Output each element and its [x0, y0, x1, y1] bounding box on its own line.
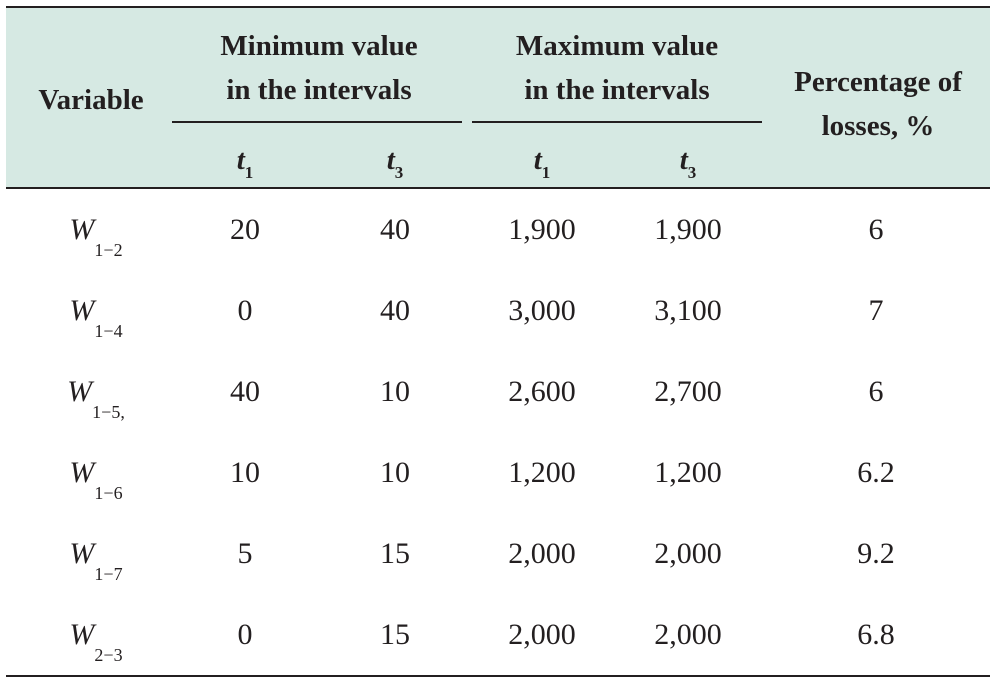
- table-row: W1−5, 40 10 2,600 2,700 6: [6, 351, 990, 432]
- cell-min-t3: 40: [380, 294, 410, 327]
- table-header: Variable Minimum value in the intervals …: [6, 6, 990, 189]
- header-minimum-group: Minimum value in the intervals: [174, 24, 464, 112]
- cell-percentage: 7: [868, 294, 884, 327]
- subheader-min-t1: t1: [236, 144, 254, 182]
- header-percentage-line-1: Percentage of: [794, 66, 962, 98]
- cell-min-t1: 20: [230, 213, 260, 246]
- cell-variable: W1−2: [69, 213, 123, 260]
- subheader-min-t3: t3: [386, 144, 404, 182]
- cell-max-t3: 1,900: [654, 213, 722, 246]
- cell-variable: W1−6: [69, 456, 123, 503]
- cell-min-t3: 10: [380, 375, 410, 408]
- table-row: W1−7 5 15 2,000 2,000 9.2: [6, 513, 990, 594]
- cell-min-t1: 5: [237, 537, 253, 570]
- cell-min-t3: 15: [380, 618, 410, 651]
- table-row: W2−3 0 15 2,000 2,000 6.8: [6, 594, 990, 675]
- data-table: Variable Minimum value in the intervals …: [6, 6, 990, 677]
- cell-max-t1: 1,200: [508, 456, 576, 489]
- cell-percentage: 6: [868, 213, 884, 246]
- cell-max-t1: 2,600: [508, 375, 576, 408]
- cell-percentage: 6: [868, 375, 884, 408]
- subheader-max-t1: t1: [533, 144, 551, 182]
- table-row: W1−2 20 40 1,900 1,900 6: [6, 189, 990, 270]
- maximum-group-rule: [472, 121, 762, 123]
- header-maximum-group: Maximum value in the intervals: [472, 24, 762, 112]
- cell-max-t1: 1,900: [508, 213, 576, 246]
- header-minimum-line-1: Minimum value: [220, 30, 418, 62]
- header-percentage: Percentage of losses, %: [766, 60, 990, 148]
- minimum-group-rule: [172, 121, 462, 123]
- cell-percentage: 6.2: [857, 456, 895, 489]
- cell-max-t3: 3,100: [654, 294, 722, 327]
- cell-min-t1: 10: [230, 456, 260, 489]
- cell-min-t1: 0: [237, 618, 253, 651]
- header-maximum-line-2: in the intervals: [524, 74, 710, 106]
- cell-max-t3: 2,000: [654, 618, 722, 651]
- cell-percentage: 6.8: [857, 618, 895, 651]
- cell-variable: W1−5,: [67, 375, 125, 422]
- cell-max-t1: 3,000: [508, 294, 576, 327]
- header-variable: Variable: [38, 84, 144, 116]
- cell-max-t3: 2,000: [654, 537, 722, 570]
- cell-max-t3: 2,700: [654, 375, 722, 408]
- subheader-max-t3: t3: [679, 144, 697, 182]
- table-row: W1−6 10 10 1,200 1,200 6.2: [6, 432, 990, 513]
- cell-max-t1: 2,000: [508, 537, 576, 570]
- header-minimum-line-2: in the intervals: [226, 74, 412, 106]
- cell-variable: W1−4: [69, 294, 123, 341]
- cell-min-t1: 0: [237, 294, 253, 327]
- header-percentage-line-2: losses, %: [821, 110, 935, 142]
- cell-max-t3: 1,200: [654, 456, 722, 489]
- table-body: W1−2 20 40 1,900 1,900 6 W1−4 0 40 3,000…: [6, 189, 990, 677]
- cell-min-t3: 15: [380, 537, 410, 570]
- cell-percentage: 9.2: [857, 537, 895, 570]
- header-maximum-line-1: Maximum value: [515, 30, 719, 62]
- cell-max-t1: 2,000: [508, 618, 576, 651]
- cell-min-t3: 40: [380, 213, 410, 246]
- cell-variable: W1−7: [69, 537, 123, 584]
- cell-min-t1: 40: [230, 375, 260, 408]
- cell-variable: W2−3: [69, 618, 123, 665]
- cell-min-t3: 10: [380, 456, 410, 489]
- table-row: W1−4 0 40 3,000 3,100 7: [6, 270, 990, 351]
